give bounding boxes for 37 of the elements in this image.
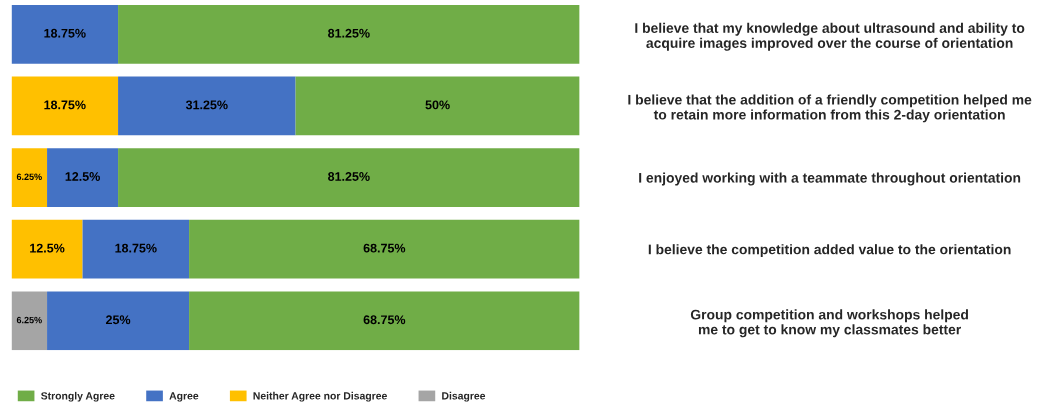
data-label: 68.75%	[363, 315, 406, 325]
data-label: 81.25%	[328, 172, 370, 181]
y-tick-label: I enjoyed working with a teammate throughout orientation	[639, 172, 1021, 186]
bar	[11, 76, 119, 136]
bar	[11, 4, 119, 64]
bar	[47, 148, 119, 207]
data-label: 12.5%	[65, 172, 100, 181]
bar	[47, 291, 190, 351]
bar	[189, 291, 580, 351]
bar	[118, 4, 580, 64]
data-label: 31.25%	[185, 100, 228, 110]
bar	[11, 291, 48, 351]
bar	[11, 219, 83, 279]
data-label: 18.75%	[44, 100, 86, 110]
data-label: 12.5%	[30, 243, 65, 253]
bar	[189, 219, 580, 279]
legend-label: Disagree	[442, 391, 486, 402]
legend-label: Strongly Agree	[40, 391, 115, 402]
bar	[118, 148, 580, 207]
data-label: 50%	[425, 100, 450, 110]
data-label: 6.25%	[16, 316, 42, 324]
bar	[82, 219, 190, 279]
y-tick-label: I believe that the addition of a friendly competition helped me to retain more information from this 2-day orientation	[628, 94, 1032, 123]
data-label: 18.75%	[115, 243, 157, 253]
bar	[11, 148, 48, 207]
y-tick-label: I believe the competition added value to the orientation	[648, 244, 1011, 258]
y-tick-label: Group competition and workshops helped me to get to know my classmates better	[690, 309, 968, 338]
data-label: 68.75%	[363, 243, 406, 253]
bar	[295, 76, 580, 136]
data-label: 81.25%	[328, 28, 370, 38]
legend-label: Agree	[169, 392, 199, 402]
data-label: 25%	[105, 315, 131, 325]
y-tick-label: I believe that my knowledge about ultrasound and ability to acquire images improved over the course of orientation	[635, 22, 1025, 51]
data-label: 18.75%	[44, 28, 86, 38]
bar	[118, 76, 296, 136]
data-label: 6.25%	[16, 173, 42, 180]
legend-label: Neither Agree nor Disagree	[253, 391, 387, 402]
